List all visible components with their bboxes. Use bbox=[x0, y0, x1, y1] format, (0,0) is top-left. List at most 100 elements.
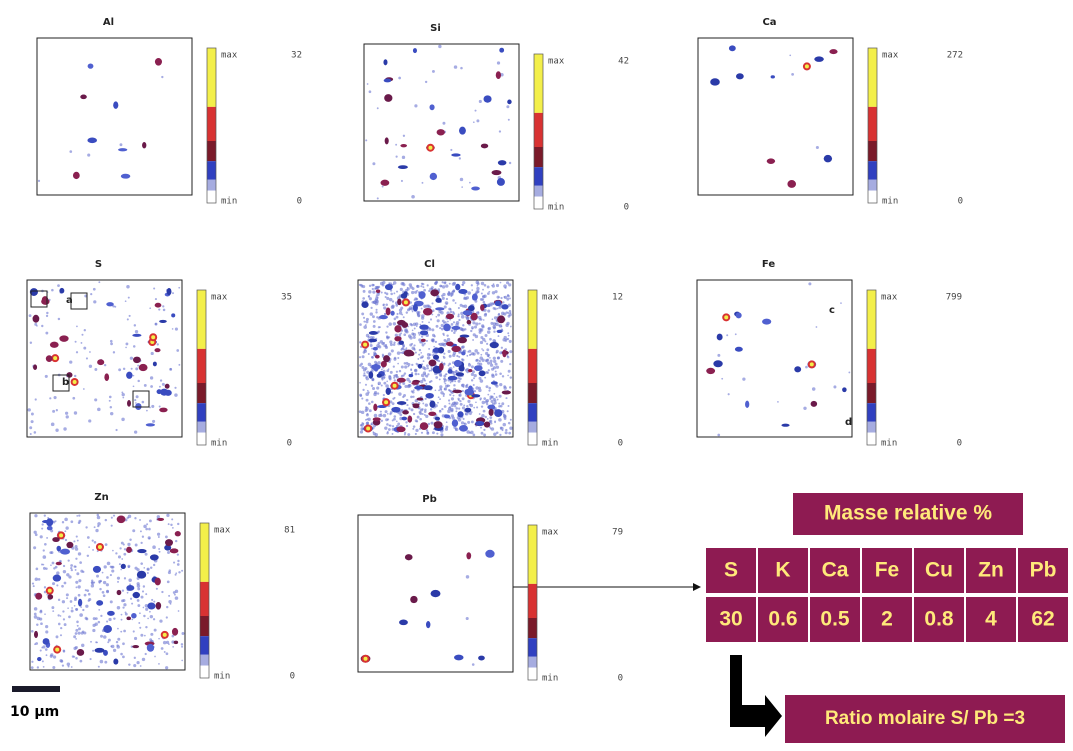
table-header: Cu bbox=[925, 559, 953, 582]
map-speck bbox=[144, 652, 147, 656]
map-speck bbox=[475, 311, 480, 315]
colorbar-segment bbox=[528, 421, 537, 433]
map-speck bbox=[468, 349, 472, 353]
map-speck bbox=[420, 352, 423, 354]
map-speck bbox=[489, 356, 491, 359]
map-speck bbox=[504, 431, 508, 435]
map-speck bbox=[177, 610, 180, 612]
map-speck bbox=[92, 548, 94, 551]
map-speck bbox=[171, 328, 174, 330]
map-speck bbox=[73, 374, 77, 378]
map-speck bbox=[45, 567, 48, 570]
colorbar-min: min bbox=[882, 197, 898, 207]
map-speck bbox=[365, 139, 368, 142]
map-speck bbox=[151, 404, 155, 408]
map-speck bbox=[75, 351, 79, 354]
map-spot bbox=[483, 421, 491, 428]
map-speck bbox=[475, 322, 479, 326]
map-speck bbox=[139, 665, 142, 667]
map-spot bbox=[429, 104, 435, 111]
map-spot bbox=[410, 595, 418, 604]
map-speck bbox=[34, 533, 38, 537]
map-speck bbox=[400, 179, 403, 182]
map-speck bbox=[100, 614, 103, 618]
map-speck bbox=[484, 376, 487, 379]
colorbar-max: max bbox=[211, 293, 228, 303]
map-speck bbox=[135, 402, 137, 404]
map-speck bbox=[71, 607, 73, 609]
hot-core bbox=[724, 315, 729, 320]
map-speck bbox=[509, 418, 512, 421]
map-speck bbox=[57, 317, 61, 321]
map-speck bbox=[121, 599, 124, 603]
map-speck bbox=[480, 292, 483, 295]
colorbar-min: min bbox=[211, 439, 227, 449]
map-speck bbox=[63, 427, 67, 431]
map-speck bbox=[411, 363, 414, 367]
map-speck bbox=[418, 333, 421, 336]
map-speck bbox=[372, 162, 376, 166]
map-spot bbox=[165, 539, 173, 547]
map-speck bbox=[144, 603, 149, 608]
map-speck bbox=[381, 342, 385, 346]
colorbar-segment bbox=[197, 290, 206, 349]
map-speck bbox=[359, 381, 361, 384]
map-speck bbox=[500, 296, 503, 300]
map-speck bbox=[503, 417, 507, 420]
map-speck bbox=[443, 339, 447, 342]
table-value: 4 bbox=[985, 608, 997, 631]
map-speck bbox=[443, 352, 446, 355]
map-spot bbox=[423, 385, 433, 391]
map-speck bbox=[492, 339, 496, 343]
map-speck bbox=[174, 327, 178, 331]
colorbar-segment bbox=[197, 421, 206, 433]
map-speck bbox=[80, 341, 83, 344]
map-speck bbox=[375, 311, 378, 314]
map-spot bbox=[404, 554, 413, 561]
map-spot bbox=[52, 537, 60, 543]
map-speck bbox=[483, 284, 487, 287]
map-speck bbox=[450, 407, 454, 412]
map-spot bbox=[480, 304, 485, 311]
map-speck bbox=[121, 392, 125, 397]
map-spot bbox=[475, 420, 485, 427]
colorbar-segment bbox=[200, 654, 209, 666]
map-speck bbox=[129, 583, 132, 586]
map-speck bbox=[65, 593, 69, 597]
map-speck bbox=[492, 356, 496, 360]
hot-core bbox=[47, 588, 52, 593]
map-speck bbox=[438, 389, 440, 392]
map-speck bbox=[141, 535, 145, 538]
colorbar-segment bbox=[197, 403, 206, 422]
map-speck bbox=[376, 197, 379, 200]
map-speck bbox=[363, 372, 366, 375]
map-speck bbox=[459, 399, 462, 403]
map-speck bbox=[388, 377, 392, 381]
map-speck bbox=[494, 370, 497, 373]
map-speck bbox=[811, 387, 816, 391]
map-spot bbox=[823, 154, 833, 163]
map-speck bbox=[460, 66, 463, 70]
map-speck bbox=[418, 338, 422, 342]
map-spot bbox=[420, 338, 426, 343]
map-speck bbox=[376, 343, 380, 348]
map-speck bbox=[486, 304, 489, 308]
map-speck bbox=[419, 379, 424, 384]
map-speck bbox=[366, 389, 369, 392]
map-speck bbox=[152, 419, 156, 423]
map-speck bbox=[443, 305, 447, 309]
map-speck bbox=[409, 322, 413, 326]
map-speck bbox=[495, 283, 500, 288]
map-speck bbox=[438, 378, 441, 381]
map-spot bbox=[156, 389, 162, 395]
map-speck bbox=[148, 537, 151, 540]
map-speck bbox=[463, 404, 466, 407]
map-spot bbox=[501, 304, 509, 310]
map-speck bbox=[385, 292, 389, 296]
map-speck bbox=[487, 292, 490, 295]
map-speck bbox=[30, 420, 34, 424]
map-speck bbox=[441, 319, 445, 323]
map-speck bbox=[51, 582, 56, 586]
map-speck bbox=[427, 373, 430, 376]
map-speck bbox=[152, 618, 156, 621]
